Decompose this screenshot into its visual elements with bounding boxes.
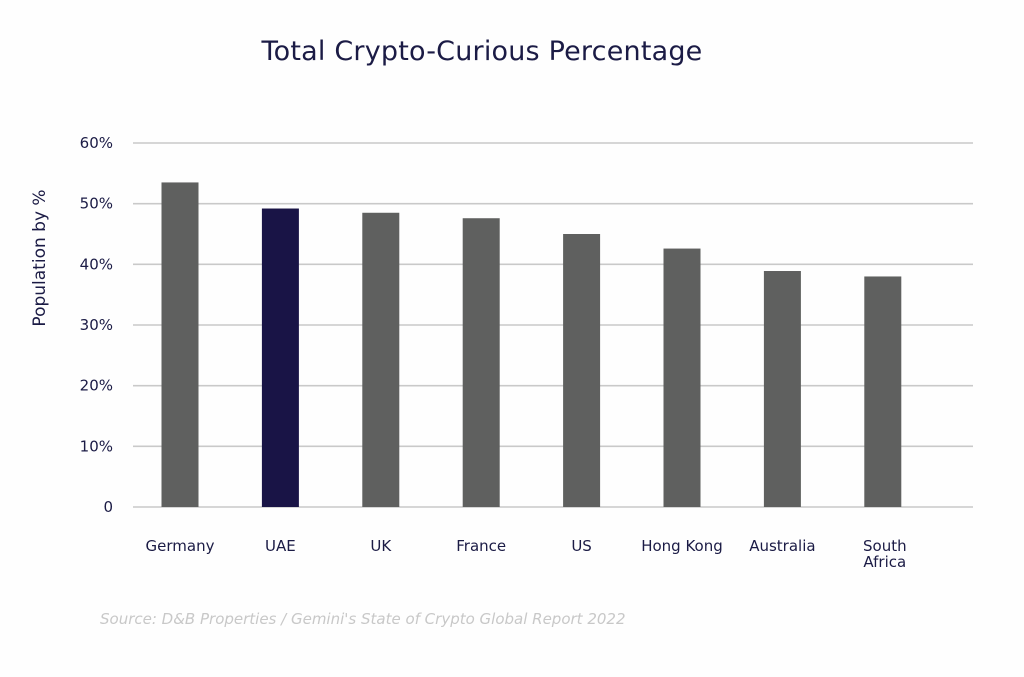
bar [663, 248, 701, 507]
x-tick-label: US [571, 537, 592, 555]
bar [864, 276, 902, 507]
y-tick-label: 20% [80, 377, 113, 395]
y-tick-label: 60% [80, 134, 113, 152]
x-tick-label: UAE [265, 537, 296, 555]
chart-title: Total Crypto-Curious Percentage [261, 36, 703, 67]
bar [763, 271, 801, 507]
x-tick-label: France [456, 537, 506, 555]
x-tick-label: South Africa [863, 537, 907, 571]
x-tick-label: Australia [749, 537, 815, 555]
x-tick-label: UK [370, 537, 392, 555]
bar [161, 182, 199, 507]
y-tick-label: 40% [80, 255, 113, 273]
y-tick-label: 10% [80, 437, 113, 455]
y-tick-label: 50% [80, 195, 113, 213]
source-note: Source: D&B Properties / Gemini's State … [100, 610, 626, 628]
y-tick-label: 0 [103, 498, 113, 516]
bar [362, 212, 400, 507]
x-tick-label: Germany [146, 537, 215, 555]
bar [462, 218, 500, 507]
bar [261, 208, 299, 507]
x-tick-label: Hong Kong [641, 537, 723, 555]
y-tick-label: 30% [80, 316, 113, 334]
bar [563, 234, 601, 507]
